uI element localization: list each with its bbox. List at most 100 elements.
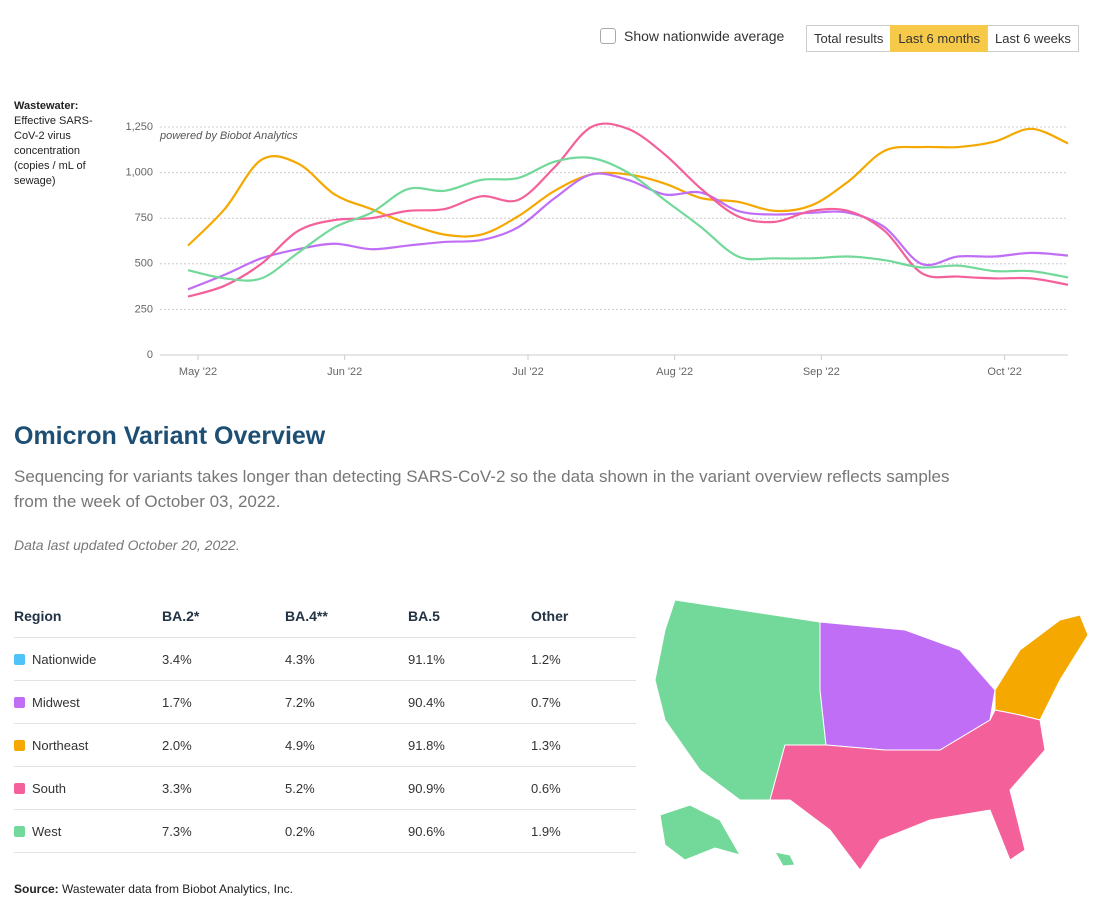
table-cell: Midwest <box>14 680 162 724</box>
checkbox[interactable] <box>600 28 616 44</box>
table-cell: 1.2% <box>531 637 636 681</box>
source-label: Source: <box>14 882 59 896</box>
x-tick-label: Jun '22 <box>327 366 362 378</box>
region-name: Northeast <box>32 737 89 753</box>
color-swatch <box>14 782 25 794</box>
variant-share: 3.4% <box>162 651 192 667</box>
variant-share: 90.6% <box>408 823 445 839</box>
table-cell: 90.4% <box>408 680 531 724</box>
table-cell: 4.3% <box>285 637 408 681</box>
y-label-text: Effective SARS-CoV-2 virus concentration… <box>14 115 93 187</box>
table-row: Nationwide 3.4% 4.3% 91.1% 1.2% <box>14 637 636 681</box>
x-tick-label: Sep '22 <box>803 366 840 378</box>
us-map <box>654 599 1089 871</box>
column-header: BA.4** <box>285 595 408 638</box>
map-midwest <box>819 621 996 751</box>
table-cell: West <box>14 809 162 853</box>
column-header: BA.5 <box>408 595 531 638</box>
table-cell: South <box>14 766 162 810</box>
series-line <box>187 127 1069 247</box>
table-cell: 3.3% <box>162 766 285 810</box>
variant-share: 1.9% <box>531 823 561 839</box>
x-tick-label: Oct '22 <box>987 366 1022 378</box>
region-name: South <box>32 780 66 796</box>
y-tick-label: 250 <box>135 303 153 315</box>
table-cell: 0.6% <box>531 766 636 810</box>
variant-table: Region BA.2* BA.4** BA.5 Other Nationwide 3.4%… <box>14 595 636 853</box>
table-cell: Northeast <box>14 723 162 767</box>
variant-share: 0.2% <box>285 823 315 839</box>
variant-share: 4.9% <box>285 737 315 753</box>
region-name: West <box>32 823 62 839</box>
variant-share: 91.1% <box>408 651 445 667</box>
table-row: Midwest 1.7% 7.2% 90.4% 0.7% <box>14 680 636 724</box>
variant-share: 91.8% <box>408 737 445 753</box>
table-cell: 90.6% <box>408 809 531 853</box>
table-cell: 7.2% <box>285 680 408 724</box>
variant-share: 90.4% <box>408 694 445 710</box>
range-buttons: Total results Last 6 months Last 6 weeks <box>806 25 1079 52</box>
table-cell: 3.4% <box>162 637 285 681</box>
table-cell: 2.0% <box>162 723 285 767</box>
x-tick-label: Aug '22 <box>656 366 693 378</box>
color-swatch <box>14 825 25 837</box>
map-hawaii <box>774 851 796 867</box>
map-northeast <box>994 614 1089 721</box>
table-cell: 91.8% <box>408 723 531 767</box>
y-tick-label: 0 <box>147 349 153 361</box>
source: Source: Wastewater data from Biobot Anal… <box>14 882 293 896</box>
range-button[interactable]: Total results <box>806 25 892 52</box>
section-title: Omicron Variant Overview <box>14 422 326 450</box>
y-tick-label: 1,250 <box>125 121 153 133</box>
section-subtitle: Sequencing for variants takes longer tha… <box>14 467 950 511</box>
y-label-title: Wastewater: <box>14 100 79 112</box>
variant-share: 1.7% <box>162 694 192 710</box>
table-cell: 5.2% <box>285 766 408 810</box>
region-name: Midwest <box>32 694 80 710</box>
series-line <box>187 156 1069 282</box>
table-cell: 0.2% <box>285 809 408 853</box>
column-header: BA.2* <box>162 595 285 638</box>
table-cell: 1.3% <box>531 723 636 767</box>
variant-share: 4.3% <box>285 651 315 667</box>
annotation: powered by Biobot Analytics <box>159 130 298 142</box>
table-cell: 4.9% <box>285 723 408 767</box>
map-south <box>769 709 1046 871</box>
color-swatch <box>14 696 25 708</box>
column-header: Other <box>531 595 636 638</box>
table-cell: Nationwide <box>14 637 162 681</box>
y-axis-label: Wastewater: Effective SARS-CoV-2 virus c… <box>14 99 106 189</box>
table-cell: 91.1% <box>408 637 531 681</box>
series-line <box>187 172 1069 291</box>
table-cell: 90.9% <box>408 766 531 810</box>
variant-share: 90.9% <box>408 780 445 796</box>
checkbox-label[interactable]: Show nationwide average <box>624 28 785 44</box>
variant-share: 7.2% <box>285 694 315 710</box>
map-alaska <box>659 804 742 861</box>
variant-share: 1.3% <box>531 737 561 753</box>
variant-share: 5.2% <box>285 780 315 796</box>
x-tick-label: Jul '22 <box>512 366 543 378</box>
y-tick-label: 1,000 <box>125 167 153 179</box>
table-cell: 7.3% <box>162 809 285 853</box>
updated-note: Data last updated October 20, 2022. <box>14 537 240 553</box>
series-line <box>187 122 1069 298</box>
table-cell: 0.7% <box>531 680 636 724</box>
nationwide-toggle[interactable]: Show nationwide average <box>600 28 784 44</box>
range-button[interactable]: Last 6 weeks <box>987 25 1079 52</box>
region-name: Nationwide <box>32 651 97 667</box>
variant-share: 7.3% <box>162 823 192 839</box>
source-text: Wastewater data from Biobot Analytics, I… <box>62 882 294 896</box>
table-row: Northeast 2.0% 4.9% 91.8% 1.3% <box>14 723 636 767</box>
y-tick-label: 750 <box>135 212 153 224</box>
header-row: Region BA.2* BA.4** BA.5 Other <box>14 595 636 638</box>
x-tick-label: May '22 <box>179 366 217 378</box>
table-row: South 3.3% 5.2% 90.9% 0.6% <box>14 766 636 810</box>
y-tick-label: 500 <box>135 258 153 270</box>
variant-share: 0.6% <box>531 780 561 796</box>
color-swatch <box>14 653 25 665</box>
variant-share: 2.0% <box>162 737 192 753</box>
chart: powered by Biobot Analytics 0 250 500 750 1,… <box>125 121 1069 378</box>
color-swatch <box>14 739 25 751</box>
